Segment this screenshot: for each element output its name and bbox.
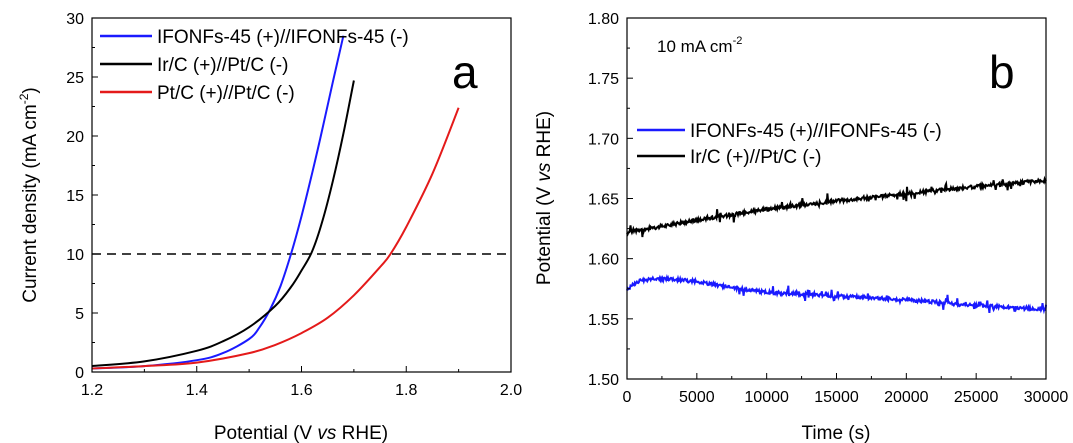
x-tick-label: 25000 [954, 389, 999, 406]
panel-a-xlabel: Potential (V vs RHE) [214, 423, 388, 443]
panel-b-ticks: 0 5000 10000 15000 20000 25000 30000 1.50 1.55 1.… [588, 11, 1068, 406]
x-tick-label: 1.2 [81, 382, 103, 399]
y-tick-label: 20 [66, 129, 84, 146]
panel-b-legend: IFONFs-45 (+)//IFONFs-45 (-) Ir/C (+)//Pt… [637, 121, 942, 168]
panel-b-label: b [989, 46, 1015, 98]
x-tick-label: 20000 [884, 389, 929, 406]
y-tick-label: 10 [66, 247, 84, 264]
y-tick-label: 5 [75, 306, 84, 323]
series-line-ir-c-pt-c [626, 175, 1047, 238]
series-line-ifonfs-45-ifonfs-45 [626, 273, 1047, 315]
x-tick-label: 2.0 [500, 382, 522, 399]
panel-a-label: a [452, 46, 478, 98]
y-tick-label: 1.75 [588, 71, 619, 88]
y-tick-label: 1.60 [588, 252, 619, 269]
y-tick-label: 25 [66, 70, 84, 87]
x-tick-label: 1.4 [186, 382, 208, 399]
panel-b-series-layer [626, 175, 1047, 315]
legend-label: Ir/C (+)//Pt/C (-) [157, 55, 288, 76]
y-tick-label: 15 [66, 188, 84, 205]
panel-a-series-layer [91, 35, 460, 370]
panel-a-plot-frame [91, 17, 512, 373]
legend-label: IFONFs-45 (+)//IFONFs-45 (-) [157, 27, 409, 48]
y-tick-label: 1.70 [588, 131, 619, 148]
y-tick-label: 30 [66, 11, 84, 28]
panel-a-ticks: 1.2 1.4 1.6 1.8 2.0 0 5 10 15 20 25 30 [66, 11, 522, 399]
legend-label: Ir/C (+)//Pt/C (-) [690, 147, 821, 168]
panel-a: 1.2 1.4 1.6 1.8 2.0 0 5 10 15 20 25 30 a Potential … [17, 11, 522, 443]
series-line-ifonfs-45-ifonfs-45 [91, 35, 345, 370]
y-tick-label: 1.80 [588, 11, 619, 28]
x-tick-label: 1.6 [290, 382, 312, 399]
panel-b-ylabel: Potential (V vs RHE) [534, 111, 555, 285]
x-tick-label: 0 [623, 389, 632, 406]
panel-b-annotation: 10 mA cm-2 [657, 35, 742, 56]
panel-a-ylabel: Current density (mA cm-2) [17, 87, 41, 303]
panel-b: 0 5000 10000 15000 20000 25000 30000 1.50 1.55 1.… [534, 11, 1068, 443]
panel-a-legend: IFONFs-45 (+)//IFONFs-45 (-) Ir/C (+)//Pt… [100, 27, 409, 104]
x-tick-label: 15000 [814, 389, 859, 406]
x-tick-label: 30000 [1024, 389, 1069, 406]
y-tick-label: 1.50 [588, 372, 619, 389]
legend-label: IFONFs-45 (+)//IFONFs-45 (-) [690, 121, 942, 142]
panel-b-plot-frame [626, 17, 1047, 380]
legend-label: Pt/C (+)//Pt/C (-) [157, 83, 295, 104]
x-tick-label: 10000 [744, 389, 789, 406]
x-tick-label: 1.8 [395, 382, 417, 399]
y-tick-label: 0 [75, 365, 84, 382]
y-tick-label: 1.65 [588, 192, 619, 209]
x-tick-label: 5000 [679, 389, 715, 406]
series-line-ir-c-pt-c [91, 80, 355, 368]
series-line-pt-c-pt-c [91, 107, 460, 370]
y-tick-label: 1.55 [588, 312, 619, 329]
panel-b-xlabel: Time (s) [802, 423, 871, 443]
